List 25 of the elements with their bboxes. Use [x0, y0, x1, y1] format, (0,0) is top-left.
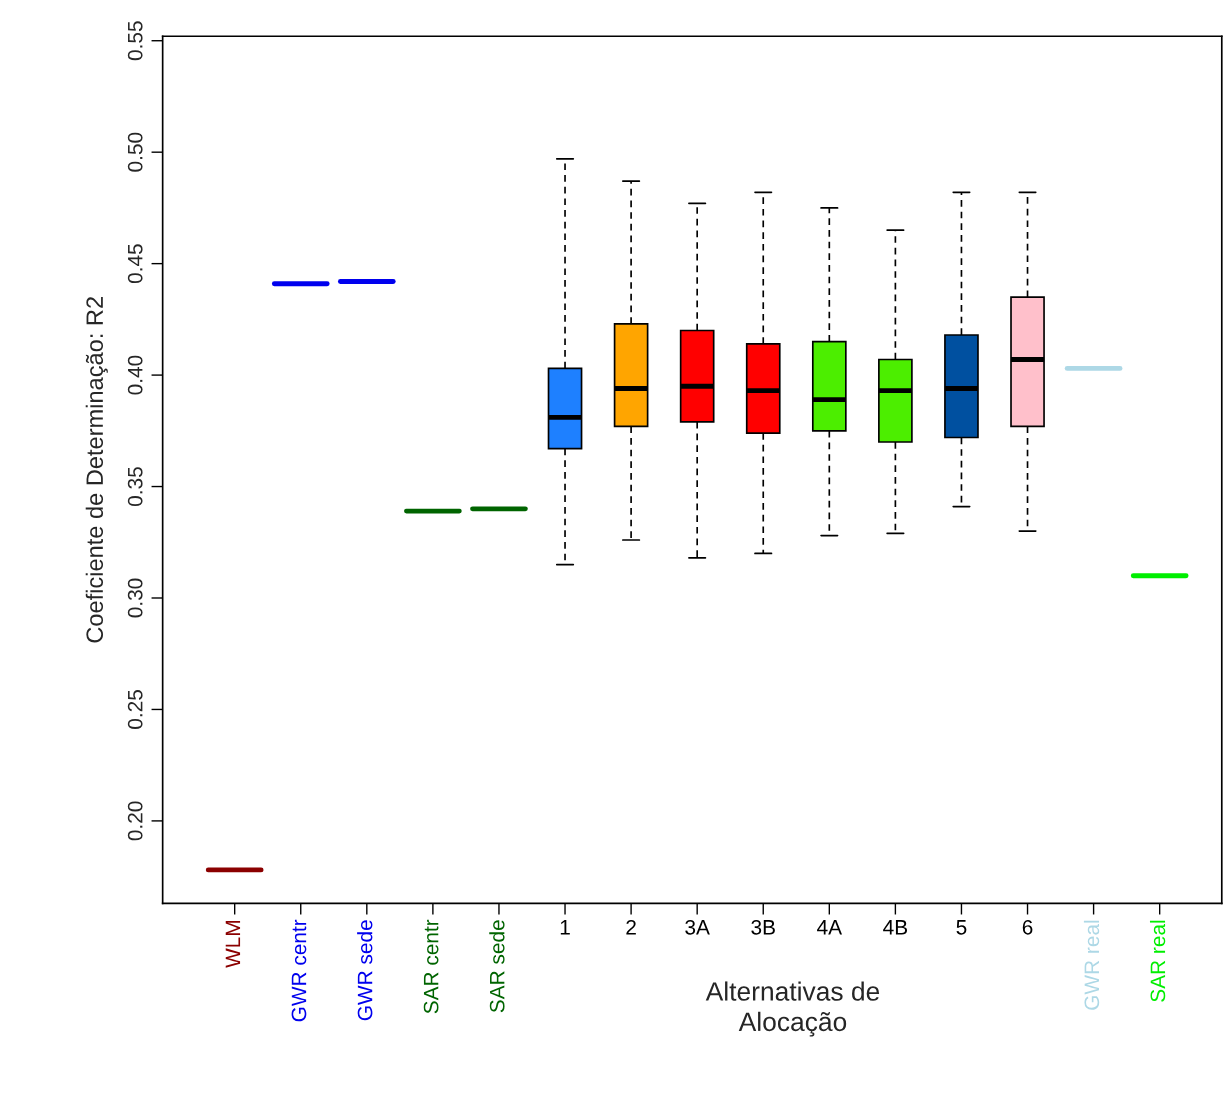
x-tick-label: 1: [560, 920, 570, 935]
x-tick-label: GWR sede: [357, 920, 373, 1021]
x-tick-label: WLM: [225, 921, 241, 968]
x-tick-label: GWR centr: [291, 919, 307, 1022]
x-tick-label: GWR real: [1083, 920, 1100, 1010]
x-tick-label: 3B: [751, 919, 775, 935]
x-axis-title: Alternativas de Alocação: [705, 981, 880, 1037]
y-tick-label: 0.40: [127, 355, 143, 395]
y-tick-label: 0.30: [127, 578, 143, 618]
x-tick-label: SAR sede: [489, 920, 505, 1013]
x-tick-label: SAR real: [1149, 920, 1166, 1002]
y-axis-title: Coeficiente de Determinação: R2: [85, 297, 108, 643]
y-tick-label: 0.25: [127, 690, 143, 729]
x-tick-label: SAR centr: [423, 919, 439, 1014]
y-tick-label: 0.50: [127, 132, 143, 172]
x-tick-label: 2: [626, 919, 636, 935]
x-tick-label: 5: [956, 920, 967, 935]
y-tick-label: 0.20: [127, 801, 143, 841]
y-tick-label: 0.45: [127, 244, 143, 284]
y-tick-label: 0.35: [127, 467, 143, 506]
y-tick-label: 0.55: [127, 21, 143, 61]
x-tick-label: 3A: [685, 919, 710, 935]
x-tick-label: 6: [1022, 919, 1033, 935]
x-tick-label: 4B: [883, 920, 908, 935]
x-tick-label: 4A: [817, 920, 843, 935]
